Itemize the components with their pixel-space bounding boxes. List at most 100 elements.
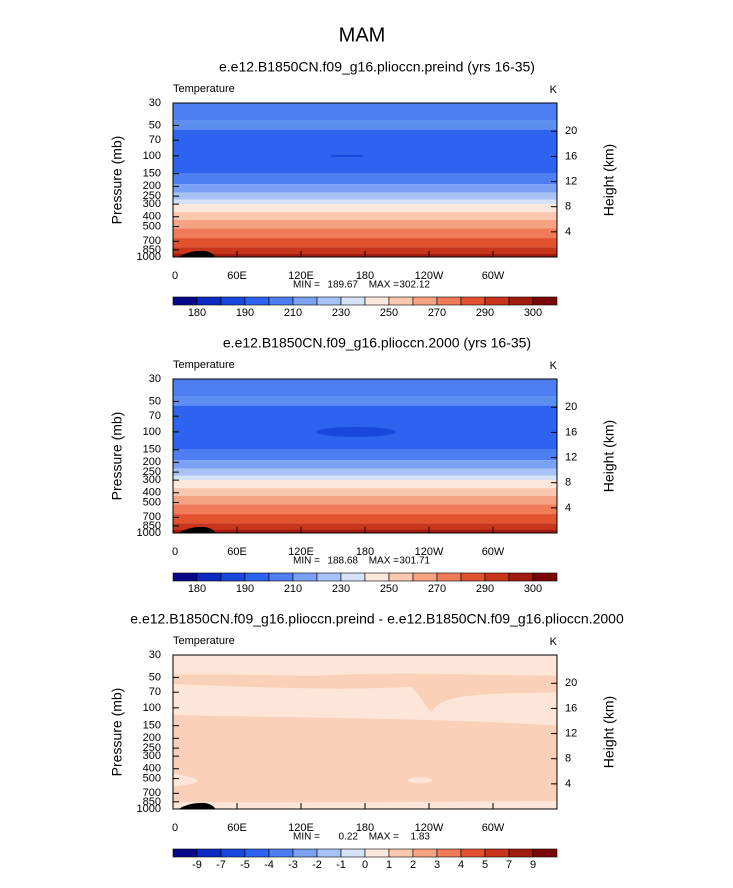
colorbar-box xyxy=(268,848,294,858)
y-tick-label: 400 xyxy=(143,763,161,775)
y-tick-label: 300 xyxy=(143,750,161,762)
x-tick-label: 60E xyxy=(227,270,247,282)
contour-band xyxy=(408,777,432,784)
units-label: K xyxy=(550,636,558,648)
x-tick-label: 180 xyxy=(356,822,374,834)
colorbar-box xyxy=(388,572,414,582)
y2-axis-label: Height (km) xyxy=(601,696,617,768)
colorbar-label: -9 xyxy=(192,859,202,871)
contour-band xyxy=(173,199,557,205)
contour-band xyxy=(173,212,557,220)
colorbar-label: 230 xyxy=(332,307,350,319)
contour-band xyxy=(173,468,557,476)
x-tick-label: 120W xyxy=(415,270,444,282)
colorbar-box xyxy=(196,572,222,582)
y2-tick-label: 16 xyxy=(565,150,577,162)
colorbar-box xyxy=(364,572,390,582)
colorbar-box xyxy=(316,572,342,582)
x-tick-label: 60W xyxy=(482,270,505,282)
y-tick-label: 200 xyxy=(143,456,161,468)
colorbar-box xyxy=(268,572,294,582)
colorbar-box xyxy=(292,296,318,306)
colorbar-box xyxy=(532,572,558,582)
units-label: K xyxy=(550,360,558,372)
colorbar-box xyxy=(196,296,222,306)
y2-tick-label: 16 xyxy=(565,702,577,714)
colorbar-label: 250 xyxy=(380,307,398,319)
y-tick-label: 700 xyxy=(143,511,161,523)
y-tick-label: 70 xyxy=(149,134,161,146)
max-value: 301.71 xyxy=(399,556,430,567)
colorbar-label: 270 xyxy=(428,307,446,319)
colorbar-box xyxy=(436,848,462,858)
y-tick-label: 850 xyxy=(143,520,161,532)
y-axis-label: Pressure (mb) xyxy=(109,412,125,501)
colorbar-label: 2 xyxy=(410,859,416,871)
y-tick-label: 30 xyxy=(149,97,161,109)
contour-band xyxy=(173,238,557,248)
colorbar-box xyxy=(292,572,318,582)
colorbar-box xyxy=(460,296,486,306)
contour-band xyxy=(173,773,198,787)
y-tick-label: 400 xyxy=(143,487,161,499)
colorbar-box xyxy=(220,296,246,306)
field-label: Temperature xyxy=(173,83,235,95)
y2-axis-label: Height (km) xyxy=(601,420,617,492)
y-tick-label: 700 xyxy=(143,235,161,247)
colorbar-box xyxy=(172,572,198,582)
y-tick-label: 50 xyxy=(149,395,161,407)
colorbar-label: 1 xyxy=(386,859,392,871)
colorbar-box xyxy=(196,848,222,858)
y-tick-label: 150 xyxy=(143,444,161,456)
y-tick-label: 150 xyxy=(143,168,161,180)
colorbar-box xyxy=(244,848,270,858)
y2-tick-label: 12 xyxy=(565,175,577,187)
y-tick-label: 70 xyxy=(149,410,161,422)
colorbar-label: 180 xyxy=(188,307,206,319)
contour-field xyxy=(173,655,557,809)
colorbar-label: 210 xyxy=(284,307,302,319)
y2-tick-label: 8 xyxy=(565,201,571,213)
contour-band xyxy=(173,504,557,515)
min-value: 189.67 xyxy=(327,280,358,291)
topography xyxy=(178,250,216,257)
colorbar-label: -4 xyxy=(264,859,274,871)
colorbar-box xyxy=(316,848,342,858)
colorbar-box xyxy=(436,572,462,582)
y-tick-label: 1000 xyxy=(137,251,161,263)
y-tick-label: 100 xyxy=(143,702,161,714)
topography xyxy=(178,526,216,533)
colorbar-label: 210 xyxy=(284,583,302,595)
colorbar-box xyxy=(508,572,534,582)
y-tick-label: 850 xyxy=(143,796,161,808)
max-value: 302.12 xyxy=(399,280,430,291)
contour-band xyxy=(173,460,557,469)
colorbar-box xyxy=(340,296,366,306)
colorbar-box xyxy=(220,572,246,582)
x-tick-label: 0 xyxy=(172,270,178,282)
contour-band xyxy=(173,514,557,524)
colorbar-label: -3 xyxy=(288,859,298,871)
colorbar-box xyxy=(532,848,558,858)
colorbar-label: 300 xyxy=(524,307,542,319)
colorbar-box xyxy=(364,848,390,858)
colorbar-box xyxy=(244,296,270,306)
contour-band xyxy=(173,396,557,406)
colorbar-label: 190 xyxy=(236,583,254,595)
y2-tick-label: 12 xyxy=(565,727,577,739)
x-tick-label: 120W xyxy=(415,546,444,558)
x-tick-label: 60E xyxy=(227,546,247,558)
contour-field xyxy=(173,379,557,533)
contour-band xyxy=(173,449,557,461)
figure-title: MAM xyxy=(339,24,386,46)
x-tick-label: 60W xyxy=(482,546,505,558)
y-tick-label: 700 xyxy=(143,787,161,799)
y-tick-label: 250 xyxy=(143,190,161,202)
colorbar-label: 3 xyxy=(434,859,440,871)
y2-axis-label: Height (km) xyxy=(601,144,617,216)
colorbar-box xyxy=(484,296,510,306)
panel-title: e.e12.B1850CN.f09_g16.plioccn.preind - e… xyxy=(130,611,624,627)
y-tick-label: 250 xyxy=(143,742,161,754)
colorbar-label: 9 xyxy=(530,859,536,871)
y-tick-label: 50 xyxy=(149,119,161,131)
